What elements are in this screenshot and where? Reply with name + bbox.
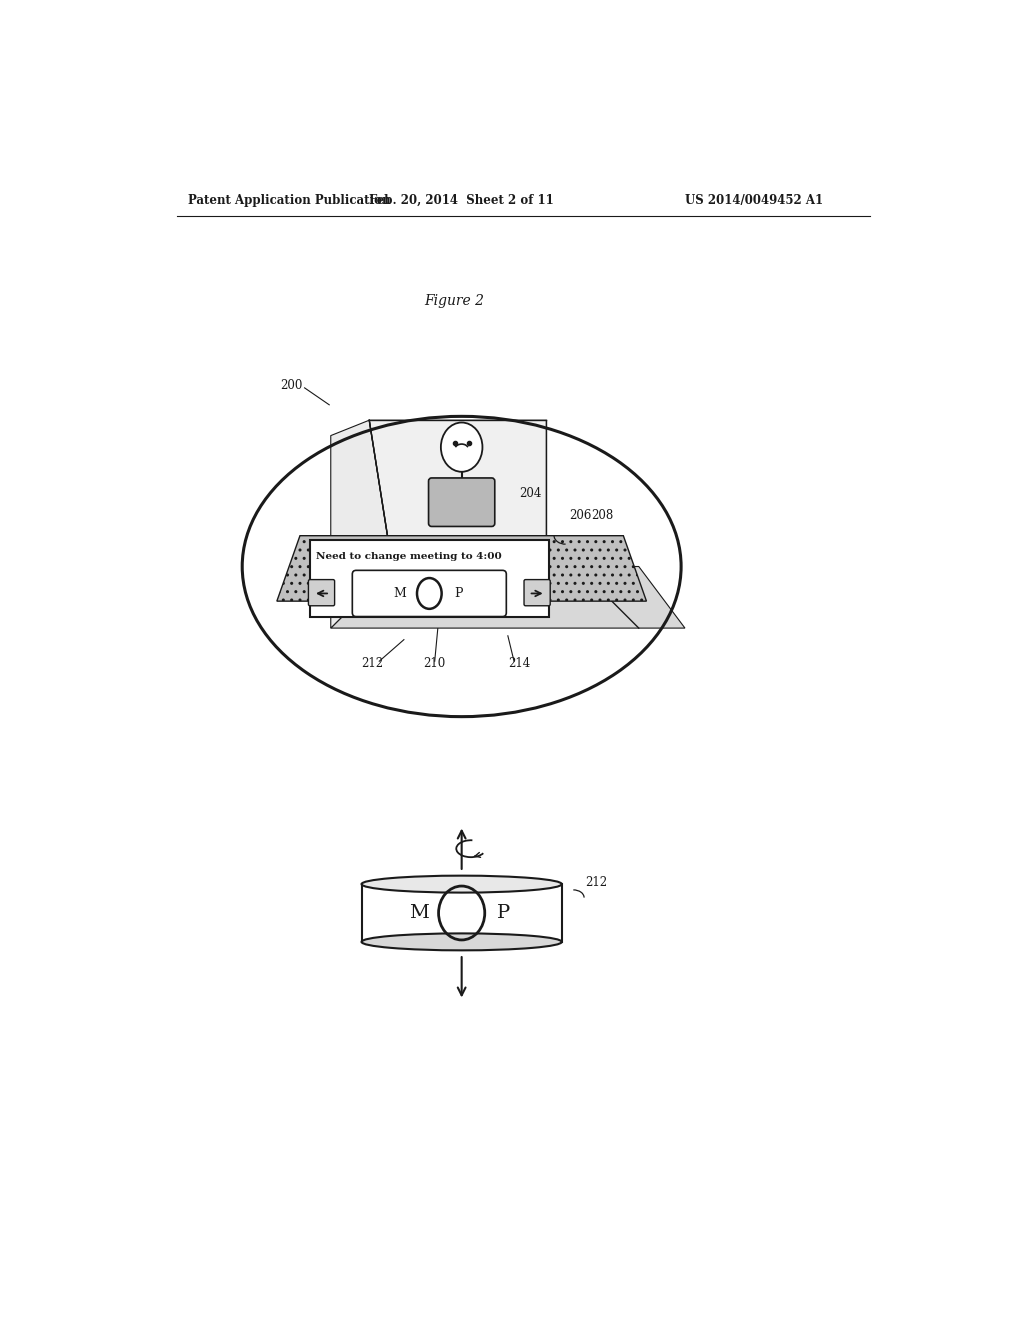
Polygon shape [370, 420, 547, 566]
Ellipse shape [361, 933, 562, 950]
Text: M: M [410, 904, 429, 921]
FancyBboxPatch shape [524, 579, 550, 606]
FancyBboxPatch shape [429, 478, 495, 527]
Text: 202: 202 [292, 591, 314, 605]
Bar [361, 884, 562, 942]
Text: 212: 212 [585, 876, 607, 890]
Text: 206: 206 [569, 508, 592, 521]
Text: P: P [498, 904, 511, 921]
Text: US 2014/0049452 A1: US 2014/0049452 A1 [685, 194, 823, 207]
Bar [310, 540, 549, 616]
Polygon shape [331, 420, 392, 628]
Text: Figure 2: Figure 2 [424, 294, 484, 308]
Text: Need to change meeting to 4:00: Need to change meeting to 4:00 [316, 552, 502, 561]
Text: 210: 210 [423, 656, 445, 669]
Text: M: M [393, 587, 407, 601]
Text: Feb. 20, 2014  Sheet 2 of 11: Feb. 20, 2014 Sheet 2 of 11 [370, 194, 554, 207]
Text: Patent Application Publication: Patent Application Publication [188, 194, 391, 207]
Ellipse shape [361, 875, 562, 892]
Text: 214: 214 [508, 656, 530, 669]
Text: 212: 212 [361, 656, 384, 669]
Text: P: P [455, 587, 463, 601]
FancyBboxPatch shape [308, 579, 335, 606]
Text: 200: 200 [280, 379, 302, 392]
Ellipse shape [441, 422, 482, 471]
Text: 204: 204 [519, 487, 542, 500]
FancyBboxPatch shape [352, 570, 506, 616]
Text: 208: 208 [591, 508, 613, 521]
Polygon shape [276, 536, 646, 601]
Polygon shape [331, 566, 685, 628]
